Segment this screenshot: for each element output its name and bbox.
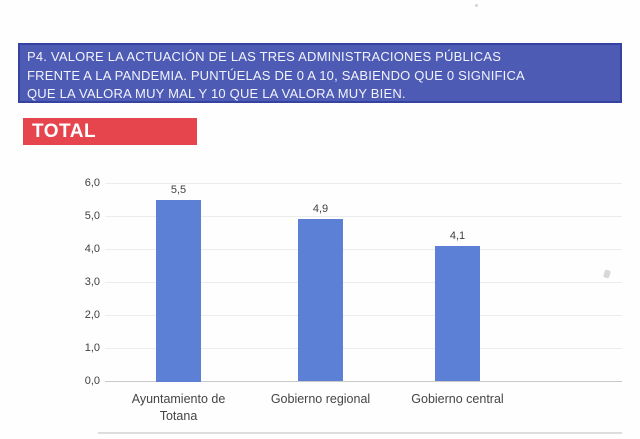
- bar-value-label: 5,5: [170, 183, 187, 196]
- bar-value-label: 4,9: [312, 203, 329, 216]
- x-axis-category-label: Gobierno central: [411, 392, 504, 406]
- x-axis-line: [105, 381, 622, 382]
- y-axis-tick-label: 0,0: [84, 375, 100, 387]
- y-axis-tick-label: 6,0: [84, 177, 100, 189]
- grid-line: [105, 249, 622, 250]
- question-text-line-3: QUE LA VALORA MUY MAL Y 10 QUE LA VALORA…: [27, 86, 406, 101]
- y-axis-tick-label: 5,0: [84, 210, 100, 222]
- x-axis-category-label: Ayuntamiento de Totana: [131, 392, 226, 423]
- question-text-line-2: FRENTE A LA PANDEMIA. PUNTÚELAS DE 0 A 1…: [27, 67, 525, 83]
- grid-line: [105, 348, 622, 349]
- bar-1: [156, 199, 201, 382]
- bar-2: [298, 219, 343, 382]
- bar-3: [435, 245, 480, 381]
- grid-line: [105, 183, 622, 184]
- question-text-line-1: P4. VALORE LA ACTUACIÓN DE LAS TRES ADMI…: [27, 49, 502, 64]
- bar-value-label: 4,1: [449, 229, 466, 242]
- y-axis-tick-label: 3,0: [84, 276, 100, 288]
- x-axis-category-label: Gobierno regional: [270, 392, 371, 406]
- y-axis-tick-label: 2,0: [84, 309, 100, 321]
- y-axis-tick-label: 1,0: [84, 342, 100, 354]
- scan-artifact-line: [98, 432, 622, 434]
- question-box: P4. VALORE LA ACTUACIÓN DE LAS TRES ADMI…: [18, 43, 622, 103]
- grid-line: [105, 315, 622, 316]
- bar-chart: 0,0 1,0 2,0 3,0 4,0 5,0 6,0 5,5 Ayuntamiento de …: [0, 160, 640, 430]
- total-section-label: TOTAL: [23, 118, 197, 145]
- y-axis-tick-label: 4,0: [84, 243, 100, 255]
- scan-artifact-dot: [475, 4, 478, 7]
- grid-line: [105, 216, 622, 217]
- grid-line: [105, 282, 622, 283]
